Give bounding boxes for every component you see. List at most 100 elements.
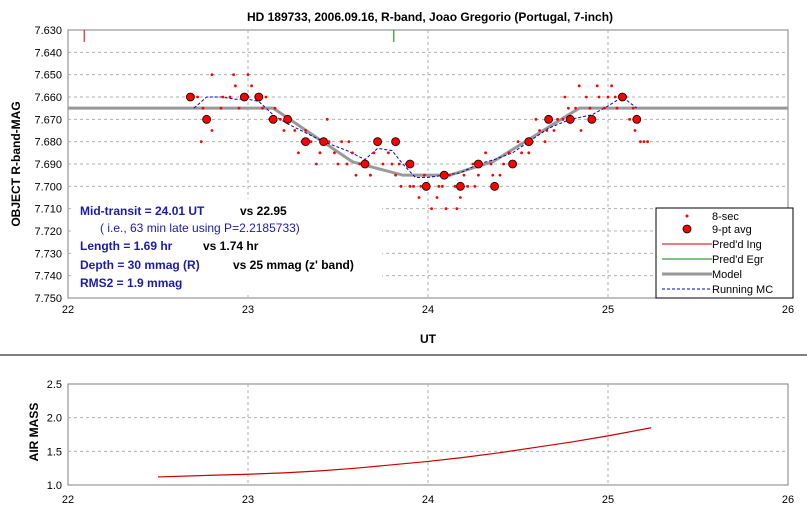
eight-sec-point [354, 173, 358, 177]
eight-sec-point [234, 84, 237, 88]
running-mc-line [193, 96, 638, 178]
eight-sec-point [228, 95, 232, 99]
legend-label-predd-egr: Pred'd Egr [712, 254, 764, 266]
nine-pt-avg-point [319, 137, 329, 147]
annotation-background [72, 199, 382, 295]
eight-sec-point [435, 196, 439, 199]
eight-sec-point [221, 95, 225, 99]
eight-sec-point [325, 117, 329, 121]
legend-marker-8-sec [685, 214, 689, 218]
eight-sec-point [387, 151, 390, 155]
lightcurve-x-tick-label: 26 [782, 304, 794, 316]
eight-sec-point [498, 173, 502, 177]
nine-pt-avg-point [373, 137, 383, 147]
airmass-y-tick-label: 2.0 [47, 413, 62, 425]
eight-sec-point [552, 129, 556, 132]
eight-sec-point [201, 106, 205, 110]
lightcurve-y-tick-label: 7.740 [34, 271, 62, 283]
airmass-x-tick-label: 23 [242, 494, 254, 506]
eight-sec-point [381, 162, 385, 166]
eight-sec-point [516, 140, 520, 144]
legend-entry-9-pt-avg: 9-pt avg [682, 224, 752, 236]
eight-sec-point [477, 173, 480, 177]
eight-sec-point [279, 117, 282, 121]
eight-sec-point [441, 184, 444, 188]
eight-sec-point [232, 73, 236, 77]
length-label: Length = 1.69 hr [80, 239, 173, 253]
eight-sec-point [345, 162, 349, 166]
nine-pt-avg-point [421, 181, 431, 191]
airmass-y-axis-label: AIR MASS [27, 403, 41, 462]
lightcurve-y-tick-label: 7.720 [34, 226, 62, 238]
length-vs: vs 1.74 hr [203, 239, 259, 253]
legend-entry-running-mc: Running MC [662, 284, 773, 296]
eight-sec-point [610, 84, 613, 88]
lightcurve-y-tick-label: 7.630 [34, 25, 62, 37]
running-mc-series [193, 96, 638, 178]
eight-sec-point [246, 73, 250, 77]
lightcurve-x-tick-label: 25 [602, 304, 614, 316]
eight-sec-point [633, 129, 637, 132]
nine-pt-avg-point [618, 92, 627, 102]
nine-pt-avg-point [544, 114, 553, 124]
eight-sec-point [579, 129, 583, 132]
eight-sec-point [390, 162, 394, 166]
nine-pt-avg-point [283, 114, 293, 124]
eight-sec-point [219, 106, 223, 110]
nine-pt-avg-point [439, 170, 449, 180]
eight-sec-point [588, 106, 592, 110]
eight-sec-point [250, 84, 254, 88]
lightcurve-y-tick-label: 7.650 [34, 70, 62, 82]
eight-sec-point [597, 95, 601, 99]
eight-sec-point [471, 162, 475, 166]
eight-sec-point [419, 184, 423, 188]
nine-pt-avg-point [524, 137, 534, 147]
legend-entry-predd-ing: Pred'd Ing [662, 239, 762, 251]
eight-sec-point [293, 129, 297, 132]
nine-pt-avg-point [565, 114, 575, 124]
eight-sec-point [237, 106, 241, 110]
airmass-x-tick-label: 24 [422, 494, 434, 506]
eight-sec-point [333, 151, 336, 155]
lightcurve-y-tick-labels: 7.630 7.640 7.650 7.660 7.670 7.680 7.690 7.700… [34, 25, 62, 305]
eight-sec-point [603, 106, 606, 110]
nine-pt-avg-point [254, 92, 264, 102]
eight-sec-point [613, 95, 617, 99]
nine-pt-avg-point [301, 137, 311, 147]
eight-sec-point [606, 95, 610, 99]
eight-sec-point [358, 162, 361, 166]
eight-sec-point [646, 140, 649, 144]
nine-pt-avg-point [473, 159, 483, 169]
legend-label-predd-ing: Pred'd Ing [712, 239, 762, 251]
lightcurve-y-tick-label: 7.730 [34, 248, 62, 260]
eight-sec-point [615, 106, 619, 110]
lightcurve-x-tick-label: 22 [62, 304, 74, 316]
lightcurve-x-tick-label: 24 [422, 304, 434, 316]
eight-sec-point [444, 207, 448, 211]
predicted-markers [83, 30, 395, 42]
eight-sec-point [430, 207, 433, 211]
eight-sec-point [491, 173, 495, 177]
nine-pt-avg-point [360, 159, 370, 169]
airmass-x-tick-label: 22 [62, 494, 74, 506]
eight-sec-point [264, 95, 268, 99]
eight-sec-point [473, 184, 477, 188]
eight-sec-point [210, 129, 214, 132]
mid-transit-vs: vs 22.95 [240, 204, 287, 218]
eight-sec-point [507, 151, 511, 155]
nine-pt-avg-point [587, 114, 597, 124]
eight-sec-point [417, 196, 421, 199]
eight-sec-point [196, 95, 200, 99]
nine-pt-avg-point [405, 159, 415, 169]
lightcurve-y-tick-label: 7.700 [34, 181, 62, 193]
airmass-y-tick-label: 2.5 [47, 379, 62, 391]
nine-pt-avg-point [490, 181, 500, 191]
eight-sec-point [543, 140, 547, 144]
eight-sec-point [261, 106, 264, 110]
eight-sec-point [437, 184, 441, 188]
eight-sec-point [527, 151, 531, 155]
eight-sec-point [489, 162, 493, 166]
legend-label-running-mc: Running MC [712, 284, 773, 296]
eight-sec-point [394, 173, 397, 177]
